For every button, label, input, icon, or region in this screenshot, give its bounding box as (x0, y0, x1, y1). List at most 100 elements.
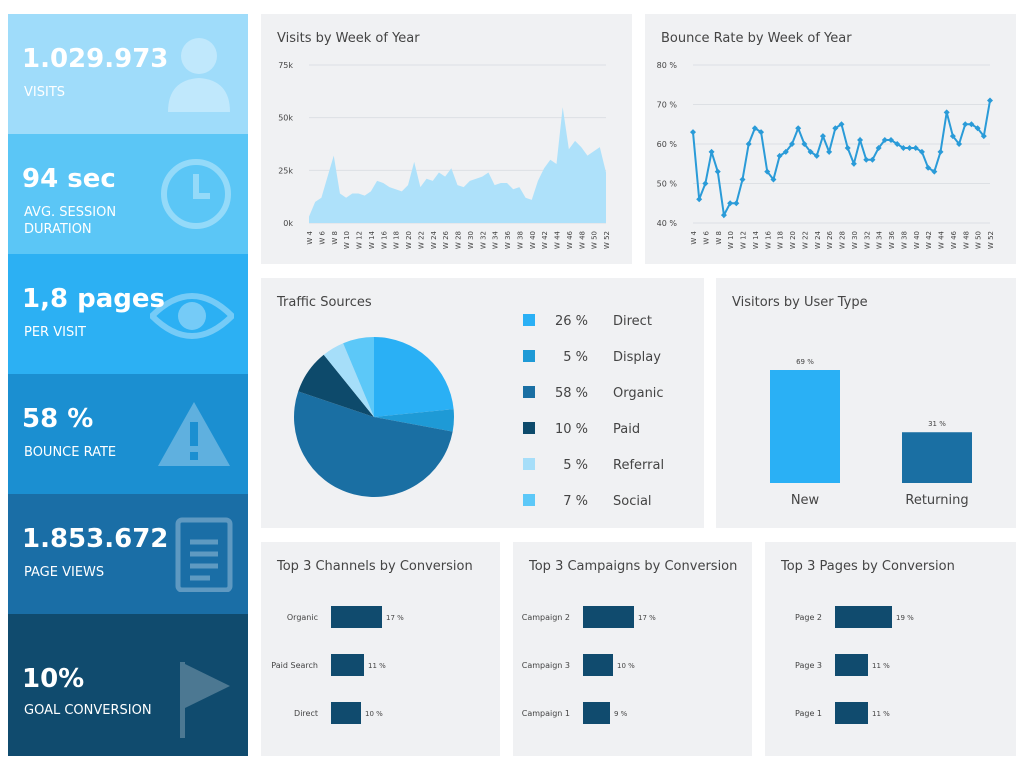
x-tick-label: W 12 (740, 231, 748, 249)
y-tick-label: Organic (287, 613, 318, 622)
x-tick-label: W 12 (356, 231, 364, 249)
y-tick-label: 0k (283, 219, 293, 228)
x-tick-label: W 36 (888, 230, 896, 249)
chart-title: Top 3 Pages by Conversion (780, 559, 955, 574)
warning-icon (158, 402, 230, 466)
x-tick-label: W 42 (925, 231, 933, 249)
legend-swatch (523, 350, 535, 362)
legend-swatch (523, 422, 535, 434)
point (875, 144, 882, 151)
point (943, 109, 950, 116)
point (770, 176, 777, 183)
kpi-value: 94 sec (22, 164, 116, 194)
kpi-value: 1.029.973 (22, 44, 169, 74)
legend-label: Organic (613, 386, 664, 401)
point (838, 121, 845, 128)
x-tick-label: W 24 (430, 230, 438, 249)
x-tick-label: W 36 (504, 230, 512, 249)
chart-title: Top 3 Campaigns by Conversion (528, 559, 737, 574)
point (733, 200, 740, 207)
x-tick-label: W 18 (777, 231, 785, 249)
x-tick-label: W 46 (950, 230, 958, 249)
y-tick-label: 75k (278, 61, 293, 70)
bar (583, 702, 610, 724)
chart-title: Top 3 Channels by Conversion (276, 559, 473, 574)
chart-title: Visitors by User Type (732, 295, 868, 310)
kpi-tile: 58 % BOUNCE RATE (8, 374, 248, 494)
point (912, 144, 919, 151)
point (956, 141, 963, 147)
x-tick-label: W 30 (851, 231, 859, 249)
x-tick-label: W 34 (492, 230, 500, 249)
legend-label: Paid (613, 422, 640, 437)
x-tick-label: W 4 (306, 230, 314, 244)
point (819, 133, 826, 140)
point (974, 125, 981, 132)
y-tick-label: Campaign 3 (522, 661, 570, 670)
x-tick-label: W 42 (541, 231, 549, 249)
legend-value: 26 % (555, 314, 588, 329)
y-tick-label: 50k (278, 114, 293, 123)
point (832, 125, 839, 132)
bar (770, 370, 840, 483)
card (765, 542, 1016, 756)
x-tick-label: W 24 (814, 230, 822, 249)
point (980, 133, 987, 140)
x-tick-label: W 32 (863, 231, 871, 249)
x-tick-label: W 4 (690, 230, 698, 244)
value-label: 19 % (896, 614, 914, 622)
x-tick-label: New (791, 493, 820, 508)
x-tick-label: W 8 (331, 231, 339, 245)
point (881, 137, 888, 144)
point (931, 168, 938, 175)
point (776, 152, 783, 159)
eye-icon (150, 293, 234, 339)
legend-swatch (523, 494, 535, 506)
value-label: 10 % (365, 710, 383, 718)
bar (835, 654, 868, 676)
x-tick-label: W 28 (839, 231, 847, 249)
x-tick-label: W 48 (578, 231, 586, 249)
x-tick-label: W 20 (405, 231, 413, 249)
point (918, 148, 925, 155)
kpi-value: 58 % (22, 404, 94, 434)
bar (835, 702, 868, 724)
kpi-value: 1,8 pages (22, 284, 165, 314)
kpi-tile: 94 sec AVG. SESSION DURATION (8, 134, 248, 254)
point (789, 141, 795, 147)
x-tick-label: W 44 (554, 230, 562, 249)
x-tick-label: W 50 (975, 231, 983, 249)
y-tick-label: Page 2 (795, 613, 822, 622)
chart-title: Traffic Sources (276, 295, 372, 310)
point (690, 129, 696, 136)
point (751, 125, 758, 132)
point (968, 121, 975, 128)
y-tick-label: Campaign 2 (522, 613, 570, 622)
x-tick-label: W 10 (727, 231, 735, 249)
legend-value: 5 % (563, 350, 588, 365)
x-tick-label: W 22 (801, 231, 809, 249)
legend-swatch (523, 386, 535, 398)
kpi-label: AVG. SESSION DURATION (24, 205, 117, 237)
pie-slice (323, 343, 374, 417)
kpi-label: PER VISIT (24, 325, 86, 340)
x-tick-label: W 38 (516, 231, 524, 249)
point (739, 176, 746, 183)
value-label: 11 % (872, 662, 890, 670)
kpi-tile: 1,8 pages PER VISIT (8, 254, 248, 374)
value-label: 31 % (928, 420, 946, 428)
x-tick-label: W 46 (566, 230, 574, 249)
x-tick-label: W 26 (442, 230, 450, 249)
pie-slice (298, 354, 374, 417)
x-tick-label: W 20 (789, 231, 797, 249)
document-icon (175, 517, 233, 592)
bar (583, 606, 634, 628)
point (987, 97, 993, 104)
x-tick-label: W 14 (752, 230, 760, 249)
point (949, 133, 956, 140)
point (906, 144, 913, 151)
x-tick-label: W 22 (417, 231, 425, 249)
value-label: 69 % (796, 358, 814, 366)
pie-slice (343, 337, 374, 417)
